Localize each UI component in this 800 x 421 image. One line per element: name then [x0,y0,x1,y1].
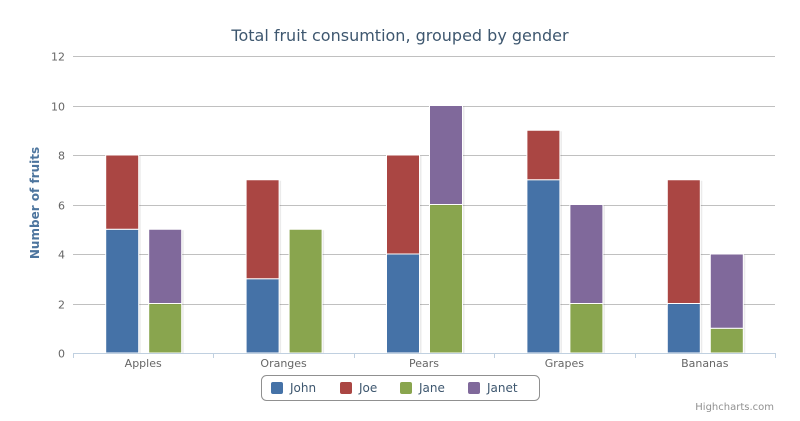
bar-jane-pears[interactable] [429,204,463,354]
y-tick-label: 2 [58,299,65,312]
y-tick-label: 10 [51,101,65,114]
legend-item-john[interactable]: John [271,381,316,395]
bar-janet-grapes[interactable] [569,204,604,304]
y-tick-label: 0 [58,348,65,361]
legend-swatch [468,382,480,394]
legend-label: John [289,381,316,395]
x-tick-label-pears: Pears [409,357,439,370]
bar-jane-bananas[interactable] [709,327,744,354]
bar-janet-apples[interactable] [148,228,183,304]
legend-item-jane[interactable]: Jane [400,381,445,395]
bar-janet-pears[interactable] [429,105,463,205]
bar-joe-grapes[interactable] [526,129,561,181]
legend-item-joe[interactable]: Joe [340,381,377,395]
legend-label: Joe [358,381,377,395]
bar-joe-oranges[interactable] [245,179,280,280]
x-tick-label-grapes: Grapes [545,357,585,370]
y-tick-label: 12 [51,51,65,64]
bars [105,105,746,354]
chart-title: Total fruit consumtion, grouped by gende… [230,26,569,45]
y-tick-label: 6 [58,200,65,213]
y-axis-title: Number of fruits [28,147,42,259]
y-tick-label: 8 [58,150,65,163]
y-axis-tick-labels: 0 2 4 6 8 10 12 [51,51,65,361]
bar-joe-pears[interactable] [386,154,420,255]
x-tick-label-apples: Apples [125,357,162,370]
legend-swatch [271,382,283,394]
x-axis: Apples Oranges Pears Grapes Bananas [73,353,776,370]
legend-label: Janet [486,381,518,395]
bar-joe-bananas[interactable] [666,179,701,304]
legend-swatch [400,382,412,394]
bar-john-apples[interactable] [105,228,140,354]
legend: John Joe Jane Janet [261,375,540,401]
legend-swatch [340,382,352,394]
credits-link[interactable]: Highcharts.com [695,402,774,413]
x-tick-label-bananas: Bananas [681,357,729,370]
bar-john-oranges[interactable] [245,278,280,354]
bar-john-grapes[interactable] [526,179,561,354]
bar-jane-oranges[interactable] [288,228,323,354]
bar-joe-apples[interactable] [105,154,140,230]
legend-label: Jane [418,381,445,395]
bar-jane-apples[interactable] [148,303,183,354]
bar-john-bananas[interactable] [666,303,701,354]
x-tick-label-oranges: Oranges [260,357,307,370]
bar-john-pears[interactable] [386,253,420,354]
gridlines [73,56,775,305]
bar-jane-grapes[interactable] [569,303,604,354]
y-tick-label: 4 [58,249,65,262]
legend-item-janet[interactable]: Janet [468,381,518,395]
bar-janet-bananas[interactable] [709,253,744,329]
